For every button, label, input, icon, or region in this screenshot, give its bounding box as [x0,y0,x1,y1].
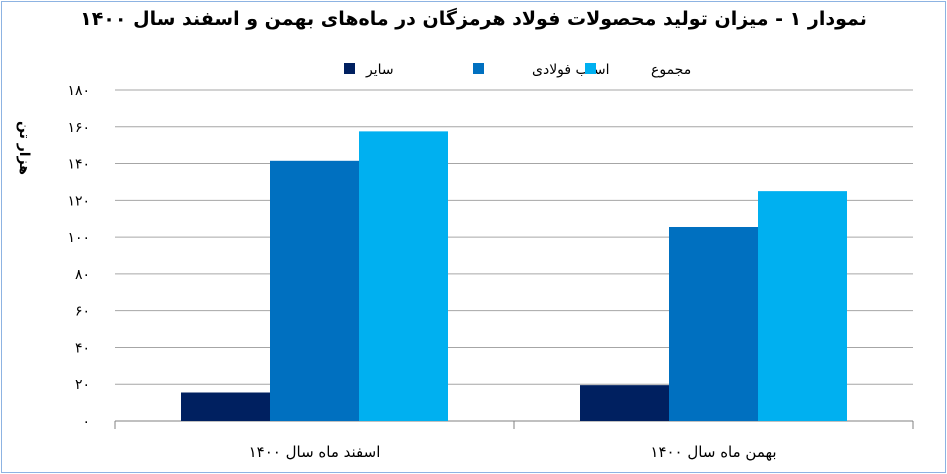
legend-label: مجموع [651,62,691,78]
axes [114,420,914,429]
legend-swatch [344,63,355,74]
chart-title: نمودار ۱ - میزان تولید محصولات فولاد هرم… [80,8,867,30]
bar [758,191,847,421]
y-tick-label: ۱۲۰ [67,193,90,209]
y-tick-labels: ۰ ۲۰ ۴۰ ۶۰ ۸۰ ۱۰۰ ۱۲۰ ۱۴۰ ۱۶۰ ۱۸۰ [67,83,90,430]
y-tick-label: ۸۰ [75,267,90,283]
x-tick-labels: اسفند ماه سال ۱۴۰۰ بهمن ماه سال ۱۴۰۰ [249,443,777,461]
y-axis-label: هزار تن [16,121,32,175]
y-tick-label: ۱۸۰ [67,83,90,99]
bar [580,385,669,421]
legend-swatch [473,63,484,74]
x-tick-label: اسفند ماه سال ۱۴۰۰ [249,443,381,461]
bars [181,131,847,421]
legend: سایر اسلب فولادی مجموع [344,62,691,78]
bar [270,160,359,421]
legend-label: سایر [365,62,394,78]
y-tick-label: ۲۰ [75,377,90,393]
bar [669,226,758,421]
y-tick-label: ۶۰ [75,304,90,320]
x-tick-label: بهمن ماه سال ۱۴۰۰ [650,443,776,461]
legend-swatch [585,63,596,74]
y-tick-label: ۰ [82,414,90,430]
y-tick-label: ۱۰۰ [67,230,90,246]
bar [181,392,270,421]
y-tick-label: ۱۴۰ [67,157,90,173]
legend-label: اسلب فولادی [532,62,610,78]
y-tick-label: ۱۶۰ [67,120,90,136]
bar [359,131,448,421]
y-tick-label: ۴۰ [75,340,90,356]
